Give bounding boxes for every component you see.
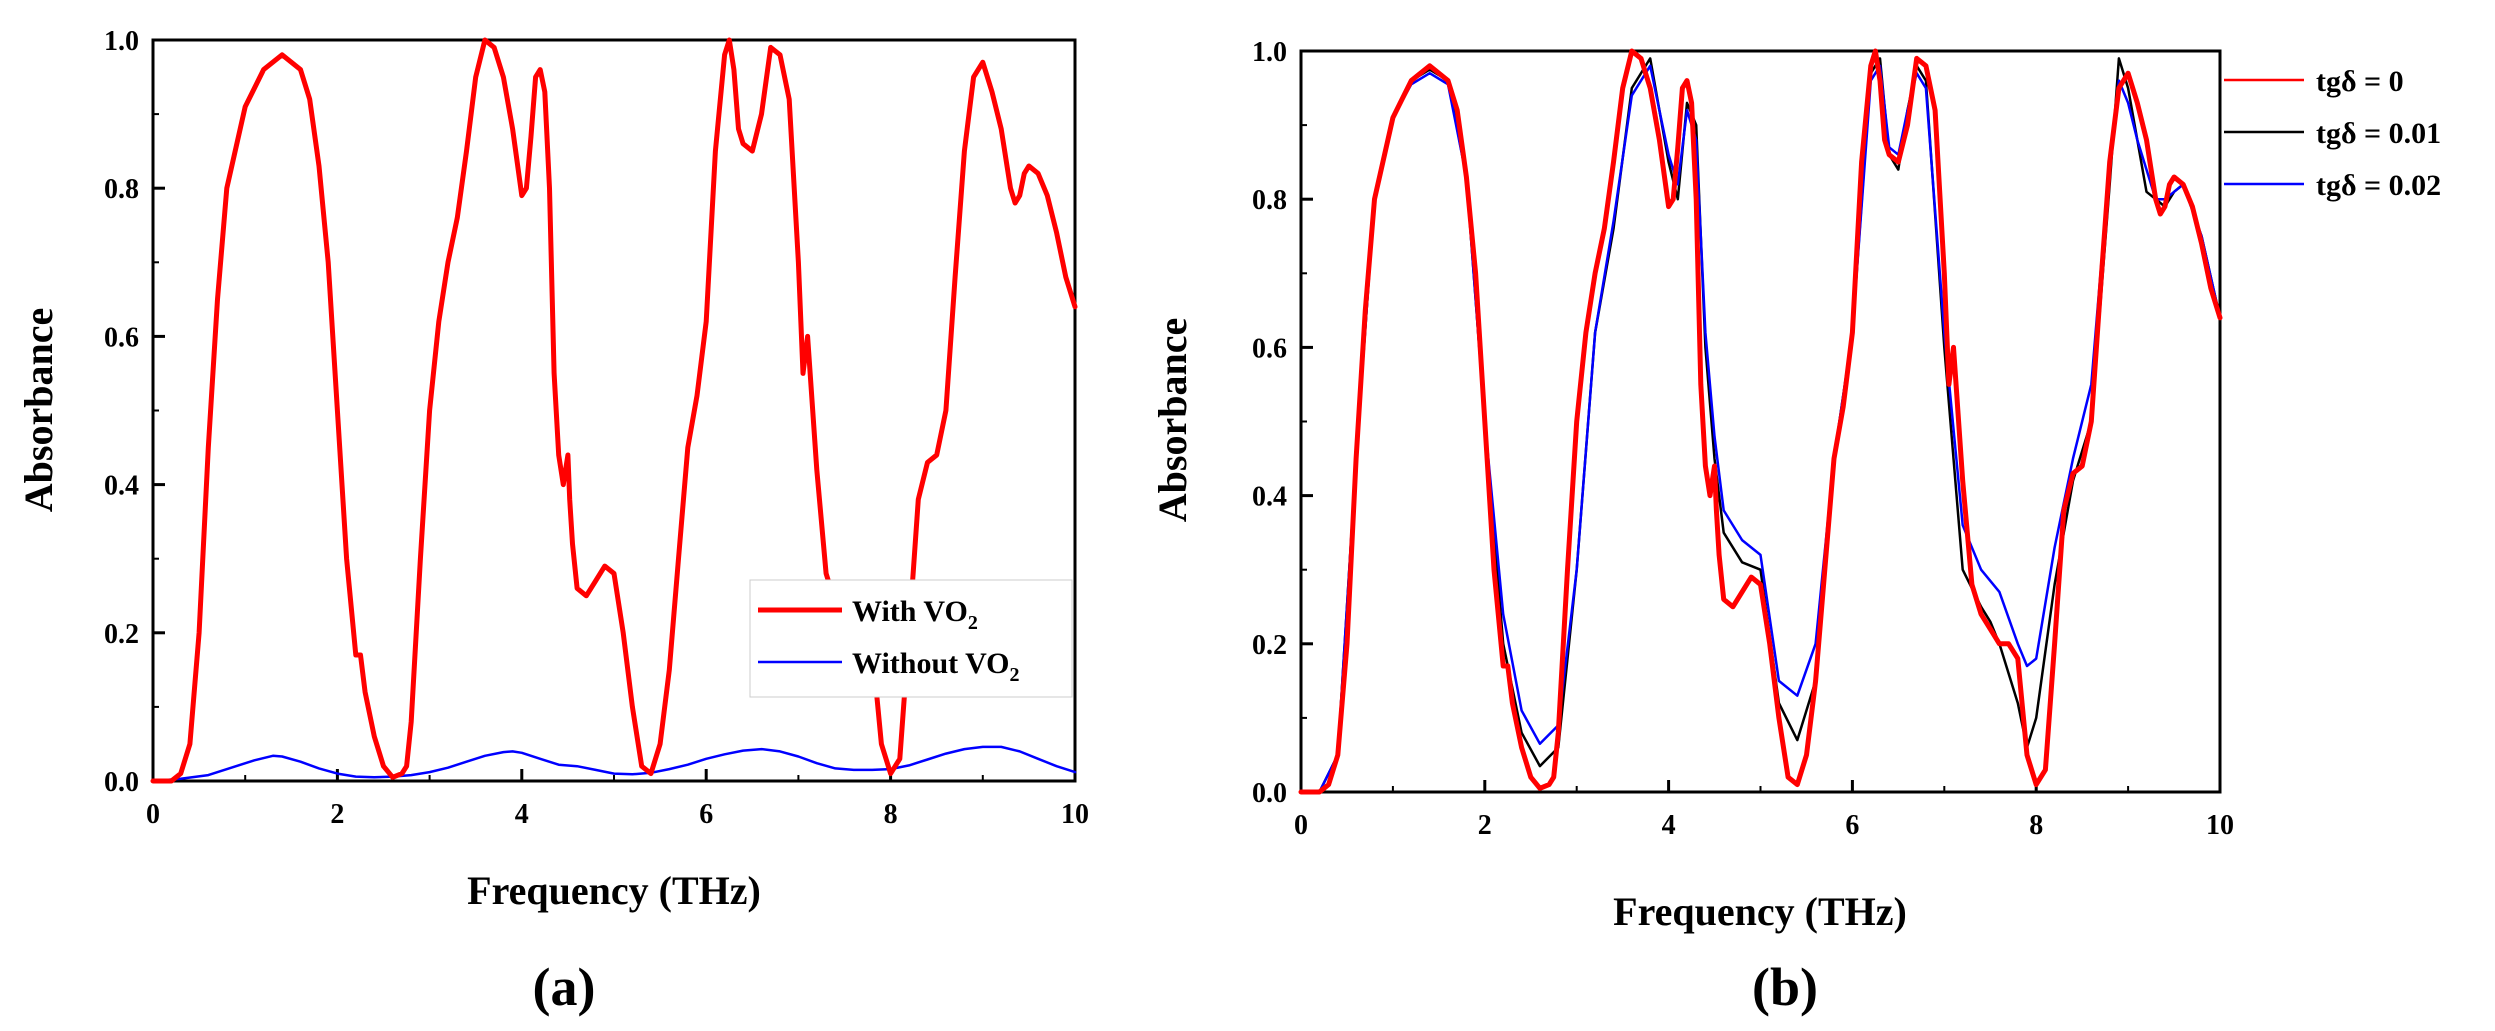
panel-label-a: (a) [533,957,596,1017]
y-tick-label-a-0: 0.0 [104,767,139,798]
legend-label-with-vo2-sub: 2 [968,612,978,634]
x-tick-label-b-0: 0 [1294,810,1308,841]
y-tick-label-a-3: 0.6 [104,322,139,353]
ticks-a: 0 2 4 6 8 10 0.0 0.2 0.4 0.6 0.8 1.0 [104,26,1089,830]
x-tick-label-a-3: 6 [699,799,713,830]
x-tick-label-b-1: 2 [1478,810,1492,841]
ticks-b: 0 2 4 6 8 10 0.0 0.2 0.4 0.6 0.8 1.0 [1252,37,2234,841]
y-tick-label-b-1: 0.2 [1252,630,1287,661]
y-axis-label-a: Absorbance [16,308,61,512]
y-tick-label-b-2: 0.4 [1252,482,1287,513]
y-tick-label-a-4: 0.8 [104,174,139,205]
series-line-b-tg-0 [1298,48,2223,795]
legend-label-without-vo2-sub: 2 [1010,664,1020,686]
legend-frame-a [749,579,1073,698]
y-tick-label-a-2: 0.4 [104,471,139,502]
legend-label-tg001: tgδ = 0.01 [2316,117,2441,150]
x-axis-label-a: Frequency (THz) [467,868,761,913]
legend-a: With VO2 Without VO2 [749,579,1073,698]
y-tick-label-b-4: 0.8 [1252,185,1287,216]
x-tick-label-a-0: 0 [146,799,160,830]
legend-label-tg0: tgδ = 0 [2316,65,2404,98]
x-tick-label-a-2: 4 [515,799,529,830]
y-tick-label-b-5: 1.0 [1252,37,1287,68]
series-group-b [1298,48,2223,795]
series-line-a-with-vo2 [150,37,1078,784]
legend-b: tgδ = 0 tgδ = 0.01 tgδ = 0.02 [2224,65,2441,202]
y-tick-label-b-0: 0.0 [1252,778,1287,809]
chart-panel-a: 0 2 4 6 8 10 0.0 0.2 0.4 0.6 0.8 1.0 Frequency (THz… [16,26,1089,1017]
legend-label-without-vo2: Without VO2 [852,647,1020,686]
x-axis-label-b: Frequency (THz) [1613,889,1907,934]
series-line-b-tg-0-02 [1299,64,2222,794]
x-tick-label-a-5: 10 [1061,799,1089,830]
x-tick-label-b-4: 8 [2029,810,2043,841]
x-tick-label-b-2: 4 [1662,810,1676,841]
y-axis-label-b: Absorbance [1150,318,1195,522]
legend-label-with-vo2: With VO2 [852,595,978,634]
chart-panel-b: 0 2 4 6 8 10 0.0 0.2 0.4 0.6 0.8 1.0 Frequency (THz… [1150,37,2441,1017]
series-group-a [150,37,1078,784]
y-tick-label-a-1: 0.2 [104,619,139,650]
y-tick-label-a-5: 1.0 [104,26,139,57]
x-tick-label-b-3: 6 [1845,810,1859,841]
legend-label-without-vo2-main: Without VO [852,647,1010,680]
x-tick-label-a-1: 2 [330,799,344,830]
legend-label-tg002: tgδ = 0.02 [2316,169,2441,202]
y-tick-label-b-3: 0.6 [1252,333,1287,364]
panel-label-b: (b) [1752,957,1818,1017]
legend-label-with-vo2-main: With VO [852,595,968,628]
x-tick-label-b-5: 10 [2206,810,2234,841]
series-line-a-without-vo2 [151,745,1077,783]
x-tick-label-a-4: 8 [884,799,898,830]
